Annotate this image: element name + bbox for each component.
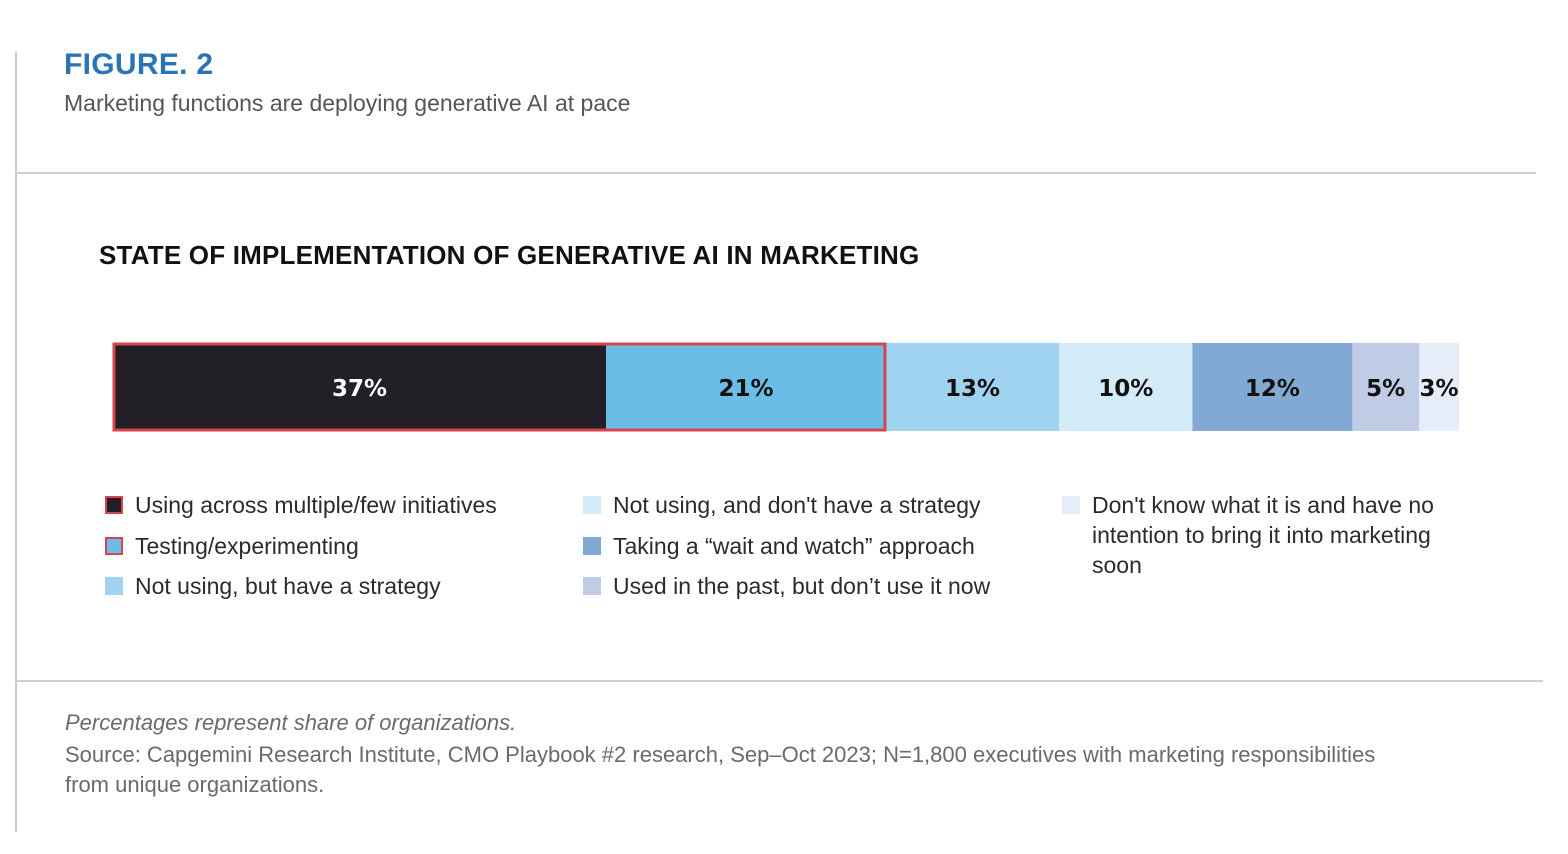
bar-segment (1192, 343, 1353, 431)
footnote: Percentages represent share of organizat… (65, 710, 517, 735)
figure-subtitle: Marketing functions are deploying genera… (64, 90, 631, 116)
left-border-rule (15, 52, 17, 832)
figure-label: FIGURE. 2 (64, 48, 214, 81)
bar-segment-label: 21% (718, 376, 773, 402)
bottom-divider (15, 680, 1543, 682)
bar-segment-label: 12% (1245, 376, 1300, 402)
source-note: Source: Capgemini Research Institute, CM… (65, 742, 1376, 797)
top-divider (15, 172, 1536, 174)
bar-segment (1419, 343, 1459, 431)
chart-title: STATE OF IMPLEMENTATION OF GENERATIVE AI… (99, 240, 920, 270)
bar-segment-label: 10% (1098, 376, 1153, 402)
bar-segment-label: 3% (1419, 376, 1458, 402)
bar-segment (113, 343, 607, 431)
highlight-outline (112, 342, 887, 432)
bar-segment (885, 343, 1060, 431)
bar-segment-label: 37% (332, 376, 387, 402)
bar-segment (606, 343, 886, 431)
bar-segment (1059, 343, 1193, 431)
bar-segment-label: 5% (1366, 376, 1405, 402)
bar-segment (1352, 343, 1420, 431)
bar-segment-label: 13% (945, 376, 1000, 402)
